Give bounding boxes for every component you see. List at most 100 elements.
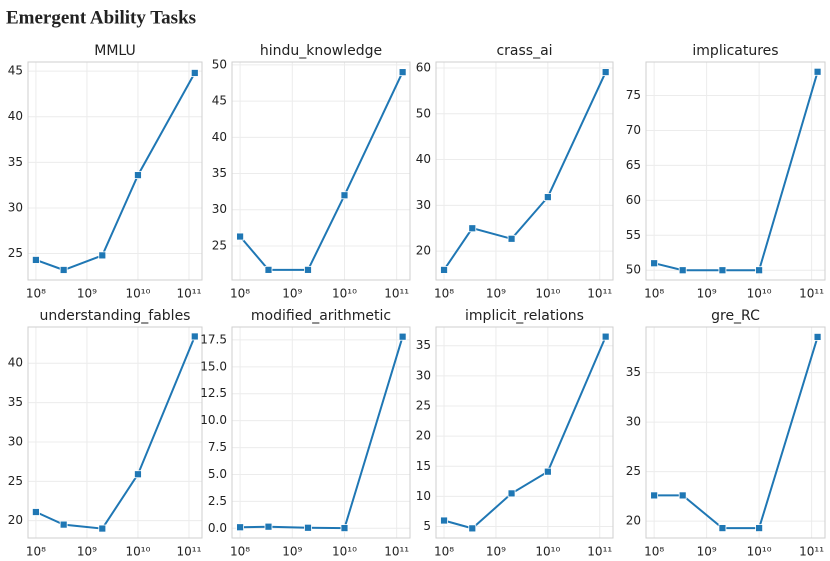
x-tick-label: 10¹⁰	[747, 287, 772, 301]
y-tick-label: 40	[8, 356, 23, 370]
marker	[398, 332, 407, 341]
y-tick-label: 0.0	[208, 521, 227, 535]
y-tick-label: 2.5	[208, 494, 227, 508]
x-tick-label: 10¹⁰	[535, 545, 560, 559]
marker	[678, 266, 687, 275]
panel-title: modified_arithmetic	[251, 308, 391, 324]
x-tick-label: 10¹⁰	[747, 545, 772, 559]
y-tick-label: 20	[8, 513, 23, 527]
panel-title: understanding_fables	[40, 308, 191, 324]
plot-frame	[435, 61, 614, 281]
marker	[236, 523, 244, 532]
line	[240, 336, 404, 530]
y-tick-label: 65	[626, 158, 641, 172]
marker	[468, 224, 477, 233]
marker	[98, 251, 107, 260]
y-tick-label: 12.5	[200, 386, 227, 400]
marker	[59, 266, 68, 274]
line	[443, 336, 607, 530]
y-tick-label: 35	[626, 365, 641, 379]
y-tick-label: 45	[212, 94, 227, 108]
marker	[718, 266, 727, 275]
x-tick-label: 10⁹	[77, 545, 97, 559]
y-tick-label: 7.5	[208, 440, 227, 454]
x-tick-label: 10⁸	[26, 287, 46, 301]
panel-title: gre_RC	[711, 308, 760, 324]
x-tick-label: 10⁹	[697, 545, 717, 559]
y-tick-label: 50	[212, 57, 227, 71]
marker	[134, 470, 142, 479]
y-tick-label: 35	[8, 395, 23, 409]
marker	[32, 508, 40, 516]
panel-title: hindu_knowledge	[260, 43, 382, 59]
line	[443, 71, 607, 271]
line	[35, 72, 196, 272]
y-tick-label: 30	[8, 200, 23, 214]
x-tick-label: 10⁹	[486, 287, 506, 301]
y-tick-label: 15.0	[200, 359, 227, 373]
plot-frame	[231, 61, 411, 281]
marker	[650, 491, 659, 500]
y-tick-label: 15	[416, 459, 431, 473]
y-tick-label: 75	[626, 88, 641, 102]
x-tick-label: 10⁸	[644, 287, 664, 301]
x-tick-label: 10⁸	[434, 545, 454, 559]
x-tick-label: 10¹⁰	[126, 287, 151, 301]
marker	[543, 193, 552, 202]
y-tick-label: 25	[416, 398, 431, 412]
marker	[543, 467, 552, 476]
y-tick-label: 20	[416, 429, 431, 443]
y-tick-label: 20	[416, 244, 431, 258]
marker	[304, 265, 312, 274]
x-tick-label: 10⁸	[230, 287, 250, 301]
marker	[264, 265, 273, 274]
x-tick-label: 10¹¹	[587, 287, 612, 301]
x-tick-label: 10¹¹	[799, 287, 824, 301]
marker	[236, 232, 244, 241]
plot-frame	[435, 326, 614, 539]
y-tick-label: 60	[626, 193, 641, 207]
x-tick-label: 10¹⁰	[332, 287, 357, 301]
marker	[340, 524, 349, 532]
marker	[813, 67, 822, 76]
line	[35, 336, 196, 530]
line	[653, 71, 819, 272]
panel-title: implicatures	[692, 43, 778, 59]
y-tick-label: 45	[8, 64, 23, 78]
x-tick-label: 10⁸	[644, 545, 664, 559]
y-tick-label: 40	[416, 152, 431, 166]
plot-frame	[27, 326, 203, 539]
x-tick-label: 10¹¹	[384, 287, 409, 301]
x-tick-label: 10¹⁰	[535, 287, 560, 301]
x-tick-label: 10⁹	[282, 545, 302, 559]
y-tick-label: 40	[212, 130, 227, 144]
marker	[134, 171, 142, 180]
y-tick-label: 40	[8, 109, 23, 123]
y-tick-label: 50	[416, 106, 431, 120]
x-tick-label: 10⁹	[486, 545, 506, 559]
marker	[340, 191, 349, 200]
y-tick-label: 70	[626, 123, 641, 137]
x-tick-label: 10⁸	[434, 287, 454, 301]
y-tick-label: 35	[416, 338, 431, 352]
marker	[468, 524, 477, 533]
y-tick-label: 35	[8, 155, 23, 169]
plot-frame	[645, 326, 826, 539]
marker	[755, 266, 764, 275]
x-tick-label: 10¹¹	[177, 545, 202, 559]
plot-frame	[27, 61, 203, 281]
x-tick-label: 10⁹	[282, 287, 302, 301]
x-tick-label: 10¹¹	[384, 545, 409, 559]
y-tick-label: 5.0	[208, 467, 227, 481]
marker	[304, 523, 312, 532]
y-tick-label: 60	[416, 60, 431, 74]
panel-title: crass_ai	[496, 43, 552, 59]
page-title: Emergent Ability Tasks	[6, 7, 196, 28]
y-tick-label: 20	[626, 514, 641, 528]
y-tick-label: 55	[626, 228, 641, 242]
marker	[32, 256, 40, 264]
marker	[601, 332, 610, 341]
panel-title: MMLU	[94, 43, 136, 59]
marker	[98, 524, 107, 533]
